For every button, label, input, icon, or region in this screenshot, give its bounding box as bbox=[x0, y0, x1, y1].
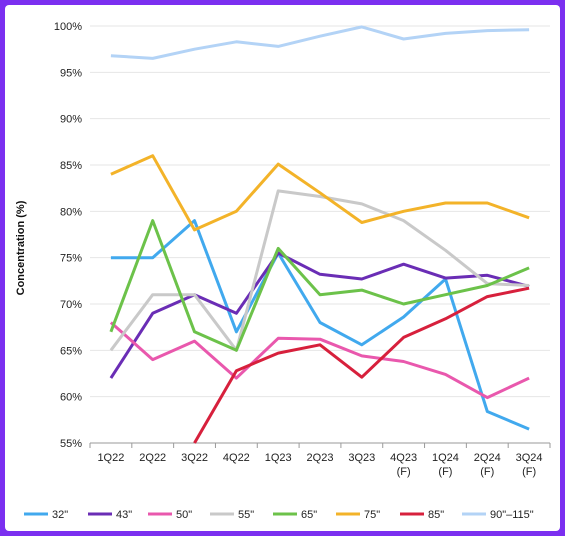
legend-label: 85" bbox=[428, 509, 444, 521]
legend-label: 65" bbox=[301, 509, 317, 521]
x-tick-label: (F) bbox=[438, 466, 452, 478]
y-tick-label: 90% bbox=[60, 114, 82, 126]
x-tick-label: 4Q23 bbox=[390, 452, 417, 464]
legend-label: 90"–115" bbox=[490, 509, 534, 521]
legend-label: 50" bbox=[176, 509, 192, 521]
y-tick-label: 75% bbox=[60, 253, 82, 265]
gridlines bbox=[90, 25, 550, 398]
x-tick-label: 2Q23 bbox=[307, 452, 334, 464]
x-tick-label: 1Q22 bbox=[97, 452, 124, 464]
y-tick-label: 70% bbox=[60, 299, 82, 311]
y-axis-title: Concentration (%) bbox=[15, 200, 27, 295]
x-tick-label: 3Q22 bbox=[181, 452, 208, 464]
x-tick-label: 4Q22 bbox=[223, 452, 250, 464]
series-line-4 bbox=[109, 219, 530, 352]
series-line-2 bbox=[109, 321, 530, 400]
x-tick-label: (F) bbox=[522, 466, 536, 478]
y-tick-label: 85% bbox=[60, 160, 82, 172]
x-tick-label: 2Q24 bbox=[474, 452, 501, 464]
y-tick-label: 100% bbox=[54, 21, 82, 33]
legend-label: 43" bbox=[116, 509, 132, 521]
x-tick-label: (F) bbox=[397, 466, 411, 478]
y-axis-ticks: 55% 60% 65% 70% 75% 80% 85% 90% 95% 100% bbox=[54, 21, 82, 450]
x-tick-label: 3Q24 bbox=[516, 452, 543, 464]
y-tick-label: 55% bbox=[60, 438, 82, 450]
x-axis: 1Q22 2Q22 3Q22 4Q22 1Q23 2Q23 3Q23 4Q23 (F) 1Q24 (… bbox=[89, 442, 551, 478]
legend-label: 55" bbox=[238, 509, 254, 521]
x-tick-label: 3Q23 bbox=[348, 452, 375, 464]
x-tick-label: 1Q23 bbox=[265, 452, 292, 464]
legend-label: 32" bbox=[52, 509, 68, 521]
series-lines bbox=[109, 25, 530, 444]
y-tick-label: 65% bbox=[60, 345, 82, 357]
x-tick-label: 2Q22 bbox=[139, 452, 166, 464]
series-line-5 bbox=[110, 154, 530, 232]
legend: 32" 43" 50" 55" 65" 75" 85" 90"–115" bbox=[24, 509, 534, 521]
y-tick-label: 60% bbox=[60, 392, 82, 404]
x-tick-label: 1Q24 bbox=[432, 452, 459, 464]
series-line-6 bbox=[193, 286, 530, 444]
series-line-1 bbox=[109, 251, 530, 379]
series-line-7 bbox=[110, 25, 530, 60]
series-line-0 bbox=[110, 219, 530, 431]
y-tick-label: 80% bbox=[60, 206, 82, 218]
x-tick-label: (F) bbox=[480, 466, 494, 478]
y-tick-label: 95% bbox=[60, 67, 82, 79]
legend-label: 75" bbox=[364, 509, 380, 521]
series-line-3 bbox=[109, 189, 530, 352]
